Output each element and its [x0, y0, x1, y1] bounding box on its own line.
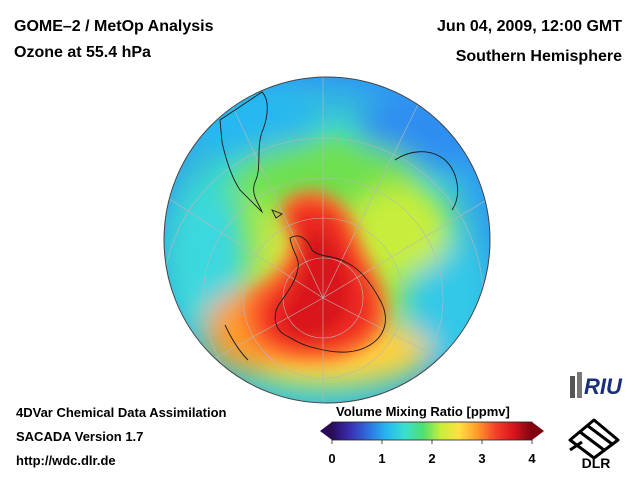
region-label: Southern Hemisphere — [455, 48, 622, 65]
colorbar-tick-label: 0 — [328, 451, 336, 466]
footer-line-3: http://wdc.dlr.de — [16, 453, 116, 468]
dlr-emblem-icon — [568, 418, 620, 460]
riu-logo-text: RIU — [584, 374, 623, 399]
footer-line-2: SACADA Version 1.7 — [16, 429, 144, 444]
globe-outline — [163, 76, 491, 404]
africa-coast — [394, 151, 459, 211]
colorbar-title: Volume Mixing Ratio [ppmv] — [336, 404, 510, 419]
datetime-label: Jun 04, 2009, 12:00 GMT — [437, 18, 622, 35]
riu-logo: RIU — [568, 368, 630, 407]
antarctica-coast — [274, 235, 386, 353]
dlr-logo: DLR — [562, 412, 626, 475]
colorbar-tick-label: 2 — [428, 451, 436, 466]
dlr-logo-text: DLR — [582, 455, 611, 470]
colorbar-tick-label: 3 — [478, 451, 486, 466]
colorbar-under-triangle — [320, 422, 332, 440]
colorbar-over-triangle — [532, 422, 544, 440]
south-america-coast — [219, 91, 268, 214]
coastlines — [219, 91, 459, 361]
colorbar-body — [331, 421, 533, 441]
footer-line-1: 4DVar Chemical Data Assimilation — [16, 405, 227, 420]
title-line-2: Ozone at 55.4 hPa — [14, 44, 151, 61]
south-georgia-coast — [271, 209, 283, 219]
colorbar — [320, 421, 544, 444]
colorbar-tick-label: 4 — [528, 451, 536, 466]
title-line-1: GOME–2 / MetOp Analysis — [14, 18, 214, 35]
australia-coast — [224, 324, 249, 361]
ozone-field — [164, 77, 490, 403]
colorbar-tick-label: 1 — [378, 451, 386, 466]
